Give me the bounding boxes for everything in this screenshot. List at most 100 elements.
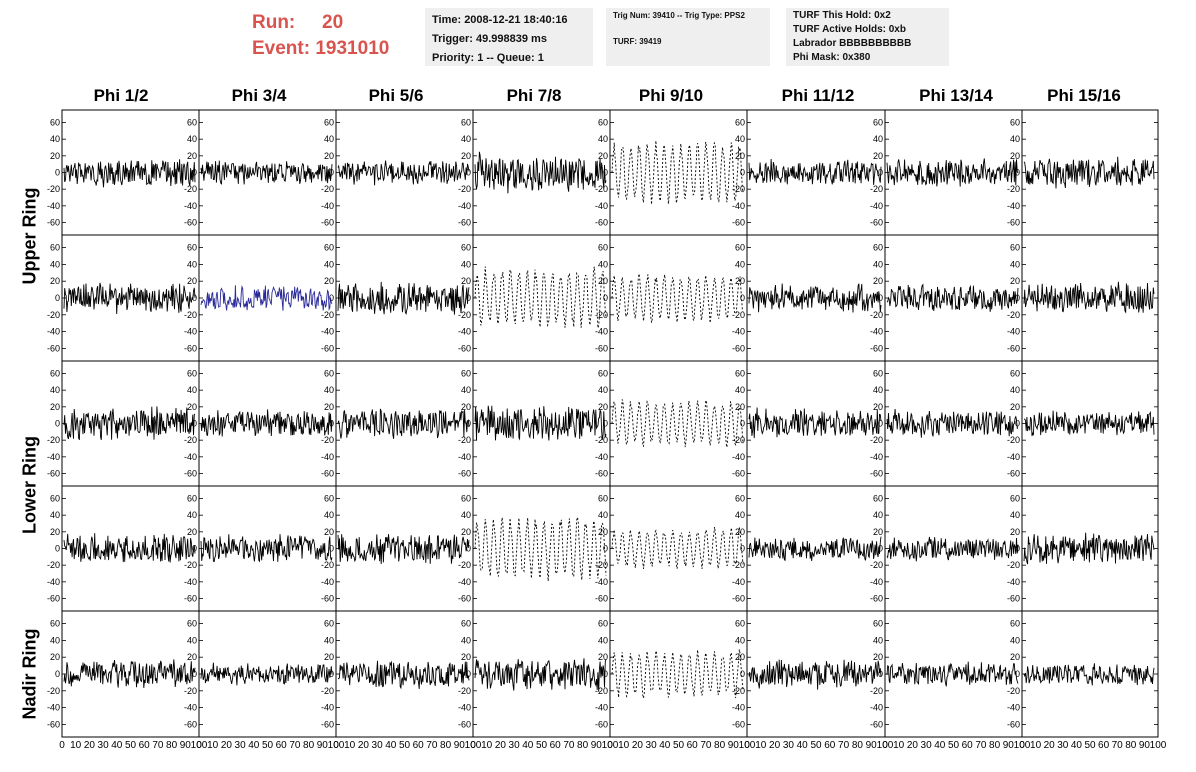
x-tick-label: 80 xyxy=(1125,740,1137,751)
y-tick-label: 40 xyxy=(324,259,334,269)
y-tick-label: 40 xyxy=(1010,385,1020,395)
y-tick-label: -60 xyxy=(595,343,608,353)
waveform-panel-r0-c3: -60 -40 -20 0 20 40 60 xyxy=(458,109,611,236)
waveform-panel-r1-c7: -60 -40 -20 0 20 40 60 xyxy=(1007,234,1159,362)
waveform-panel-r3-c3: -60 -40 -20 0 20 40 60 xyxy=(458,485,611,612)
y-tick-label: 60 xyxy=(461,494,471,504)
y-tick-label: -40 xyxy=(732,452,745,462)
y-tick-label: 0 xyxy=(878,669,883,679)
waveform-trace xyxy=(200,285,333,311)
x-tick-label: 30 xyxy=(1057,740,1069,751)
waveform-panel-r1-c1: -60 -40 -20 0 20 40 60 xyxy=(184,234,337,362)
y-tick-label: 60 xyxy=(187,118,197,128)
x-tick-label: 40 xyxy=(111,740,123,751)
y-tick-label: 40 xyxy=(598,134,608,144)
waveform-panel-r3-c2: -60 -40 -20 0 20 40 60 xyxy=(321,485,474,612)
x-tick-label: 10 xyxy=(70,740,82,751)
x-tick-label: 70 xyxy=(975,740,987,751)
x-tick-label: 40 xyxy=(1071,740,1083,751)
y-tick-label: 60 xyxy=(873,243,883,253)
y-tick-label: -60 xyxy=(321,719,334,729)
waveform-panel-r2-c3: -60 -40 -20 0 20 40 60 xyxy=(458,360,611,487)
waveform-trace xyxy=(1023,156,1155,189)
y-tick-label: -40 xyxy=(870,327,883,337)
y-tick-label: 40 xyxy=(50,134,60,144)
y-tick-label: 40 xyxy=(324,385,334,395)
y-tick-label: 0 xyxy=(466,544,471,554)
y-tick-label: -60 xyxy=(870,218,883,228)
y-tick-label: 40 xyxy=(50,385,60,395)
y-tick-label: 60 xyxy=(1010,619,1020,629)
y-tick-label: -60 xyxy=(47,719,60,729)
y-tick-label: 20 xyxy=(461,276,471,286)
y-tick-label: 20 xyxy=(598,276,608,286)
waveform-panel-r0-c5: -60 -40 -20 0 20 40 60 xyxy=(732,109,886,236)
x-tick-label: 100 xyxy=(465,740,482,751)
x-tick-label: 70 xyxy=(700,740,712,751)
time-text: Time: 2008-12-21 18:40:16 xyxy=(432,14,568,26)
y-tick-label: 60 xyxy=(598,494,608,504)
x-tick-label: 40 xyxy=(797,740,809,751)
y-tick-label: 0 xyxy=(603,168,608,178)
trig-num-text: Trig Num: 39410 -- Trig Type: PPS2 xyxy=(613,11,745,20)
y-tick-label: -20 xyxy=(47,686,60,696)
y-tick-label: 0 xyxy=(192,168,197,178)
x-tick-label: 90 xyxy=(180,740,192,751)
y-tick-label: -40 xyxy=(732,201,745,211)
x-tick-label: 50 xyxy=(125,740,137,751)
panel-frame xyxy=(335,485,474,612)
y-tick-label: 0 xyxy=(329,168,334,178)
y-tick-label: -40 xyxy=(458,577,471,587)
y-tick-label: 20 xyxy=(598,527,608,537)
waveform-panel-r2-c7: -60 -40 -20 0 20 40 60 xyxy=(1007,360,1159,487)
y-tick-label: -40 xyxy=(595,452,608,462)
y-tick-label: -40 xyxy=(870,703,883,713)
y-tick-label: 40 xyxy=(324,134,334,144)
y-tick-label: 20 xyxy=(598,151,608,161)
y-tick-label: 0 xyxy=(55,168,60,178)
x-tick-label: 0 xyxy=(59,740,65,751)
y-tick-label: 60 xyxy=(187,369,197,379)
waveform-trace xyxy=(1023,663,1155,686)
y-tick-label: 0 xyxy=(603,419,608,429)
waveform-trace xyxy=(200,534,333,563)
y-tick-label: -60 xyxy=(47,594,60,604)
x-tick-label: 60 xyxy=(687,740,699,751)
y-tick-label: 20 xyxy=(735,151,745,161)
y-tick-label: -20 xyxy=(458,184,471,194)
y-tick-label: -40 xyxy=(732,703,745,713)
waveform-panel-r1-c0: -60 -40 -20 0 20 40 60 xyxy=(47,234,200,362)
y-tick-label: -60 xyxy=(732,218,745,228)
x-tick-label: 20 xyxy=(358,740,370,751)
column-header-phi-9-10: Phi 9/10 xyxy=(638,86,704,105)
y-tick-label: -40 xyxy=(458,452,471,462)
column-header-phi-3-4: Phi 3/4 xyxy=(231,86,287,105)
y-tick-label: 60 xyxy=(461,369,471,379)
y-tick-label: -20 xyxy=(595,560,608,570)
waveform-panel-r2-c4: -60 -40 -20 0 20 40 60 xyxy=(595,360,748,487)
y-tick-label: 0 xyxy=(1015,168,1020,178)
y-tick-label: 60 xyxy=(50,494,60,504)
y-tick-label: -20 xyxy=(47,435,60,445)
y-tick-label: 40 xyxy=(873,134,883,144)
y-tick-label: -60 xyxy=(732,343,745,353)
y-tick-label: 60 xyxy=(187,619,197,629)
y-tick-label: 20 xyxy=(598,652,608,662)
turf-hold-panel: TURF This Hold: 0x2 TURF Active Holds: 0… xyxy=(786,8,949,66)
y-tick-label: -60 xyxy=(184,343,197,353)
y-tick-label: 20 xyxy=(187,151,197,161)
y-tick-label: -40 xyxy=(458,703,471,713)
y-tick-label: 20 xyxy=(50,402,60,412)
y-tick-label: -60 xyxy=(595,719,608,729)
y-tick-label: 20 xyxy=(187,652,197,662)
waveform-trace xyxy=(63,659,196,688)
y-tick-label: 0 xyxy=(466,293,471,303)
x-tick-label: 80 xyxy=(577,740,589,751)
waveform-panel-r0-c2: -60 -40 -20 0 20 40 60 xyxy=(321,109,474,236)
y-tick-label: -40 xyxy=(47,327,60,337)
panel-frame xyxy=(746,234,886,362)
waveform-panel-r3-c0: -60 -40 -20 0 20 40 60 xyxy=(47,485,200,612)
y-tick-label: -40 xyxy=(870,201,883,211)
